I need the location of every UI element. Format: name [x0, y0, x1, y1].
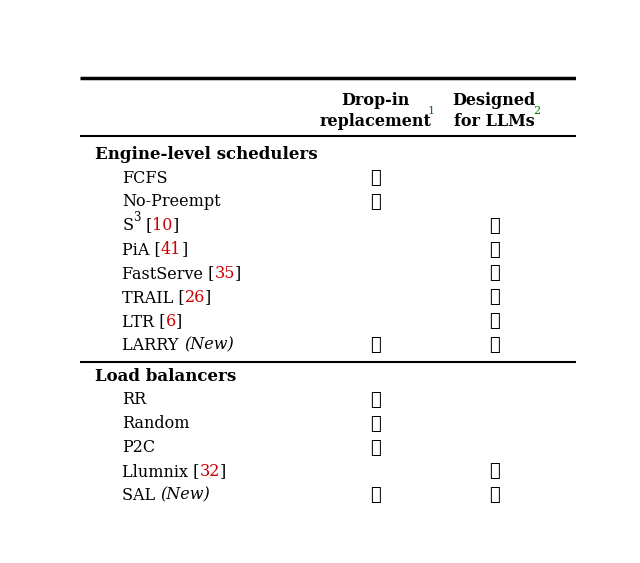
Text: [: [: [141, 217, 152, 234]
Text: 2: 2: [533, 106, 540, 116]
Text: ]: ]: [205, 289, 211, 306]
Text: 26: 26: [185, 289, 205, 306]
Text: for LLMs: for LLMs: [454, 113, 534, 130]
Text: 10: 10: [152, 217, 172, 234]
Text: ]: ]: [235, 265, 241, 282]
Text: TRAIL [: TRAIL [: [122, 289, 185, 306]
Text: (New): (New): [161, 487, 210, 504]
Text: FastServe [: FastServe [: [122, 265, 214, 282]
Text: FastServe [: FastServe [: [122, 265, 214, 282]
Text: ✓: ✓: [489, 486, 500, 504]
Text: [: [: [141, 217, 152, 234]
Text: ✓: ✓: [489, 462, 500, 480]
Text: ✓: ✓: [489, 336, 500, 354]
Text: (New): (New): [184, 337, 234, 354]
Text: ]: ]: [181, 241, 188, 258]
Text: SAL: SAL: [122, 487, 161, 504]
Text: 6: 6: [166, 312, 176, 330]
Text: RR: RR: [122, 391, 147, 408]
Text: ✓: ✓: [370, 336, 381, 354]
Text: 26: 26: [185, 289, 205, 306]
Text: S: S: [122, 217, 133, 234]
Text: 41: 41: [161, 241, 181, 258]
Text: LTR [: LTR [: [122, 312, 166, 330]
Text: Load balancers: Load balancers: [95, 368, 236, 385]
Text: ✓: ✓: [489, 265, 500, 283]
Text: ✓: ✓: [370, 193, 381, 211]
Text: LARRY: LARRY: [122, 337, 184, 354]
Text: ✓: ✓: [370, 486, 381, 504]
Text: Engine-level schedulers: Engine-level schedulers: [95, 146, 317, 163]
Text: Random: Random: [122, 415, 189, 432]
Text: ✓: ✓: [489, 217, 500, 235]
Text: ]: ]: [220, 463, 226, 480]
Text: ✓: ✓: [489, 312, 500, 330]
Text: SAL: SAL: [122, 487, 161, 504]
Text: S: S: [122, 217, 133, 234]
Text: ✓: ✓: [489, 288, 500, 306]
Text: ]: ]: [172, 217, 179, 234]
Text: ✓: ✓: [489, 240, 500, 258]
Text: 1: 1: [428, 106, 435, 116]
Text: 35: 35: [214, 265, 235, 282]
Text: ]: ]: [176, 312, 182, 330]
Text: ✓: ✓: [370, 439, 381, 457]
Text: LARRY: LARRY: [122, 337, 184, 354]
Text: replacement: replacement: [319, 113, 431, 130]
Text: 3: 3: [133, 212, 141, 225]
Text: 3: 3: [133, 212, 141, 225]
Text: 6: 6: [166, 312, 176, 330]
Text: TRAIL [: TRAIL [: [122, 289, 185, 306]
Text: 41: 41: [161, 241, 181, 258]
Text: Llumnix [: Llumnix [: [122, 463, 200, 480]
Text: 35: 35: [214, 265, 235, 282]
Text: P2C: P2C: [122, 439, 156, 456]
Text: No-Preempt: No-Preempt: [122, 194, 221, 211]
Text: Designed: Designed: [452, 92, 536, 109]
Text: 32: 32: [200, 463, 220, 480]
Text: PiA [: PiA [: [122, 241, 161, 258]
Text: 10: 10: [152, 217, 172, 234]
Text: FCFS: FCFS: [122, 169, 168, 186]
Text: ✓: ✓: [370, 169, 381, 187]
Text: Llumnix [: Llumnix [: [122, 463, 200, 480]
Text: ✓: ✓: [370, 415, 381, 433]
Text: LTR [: LTR [: [122, 312, 166, 330]
Text: 32: 32: [200, 463, 220, 480]
Text: PiA [: PiA [: [122, 241, 161, 258]
Text: Drop-in: Drop-in: [341, 92, 410, 109]
Text: ✓: ✓: [370, 391, 381, 409]
